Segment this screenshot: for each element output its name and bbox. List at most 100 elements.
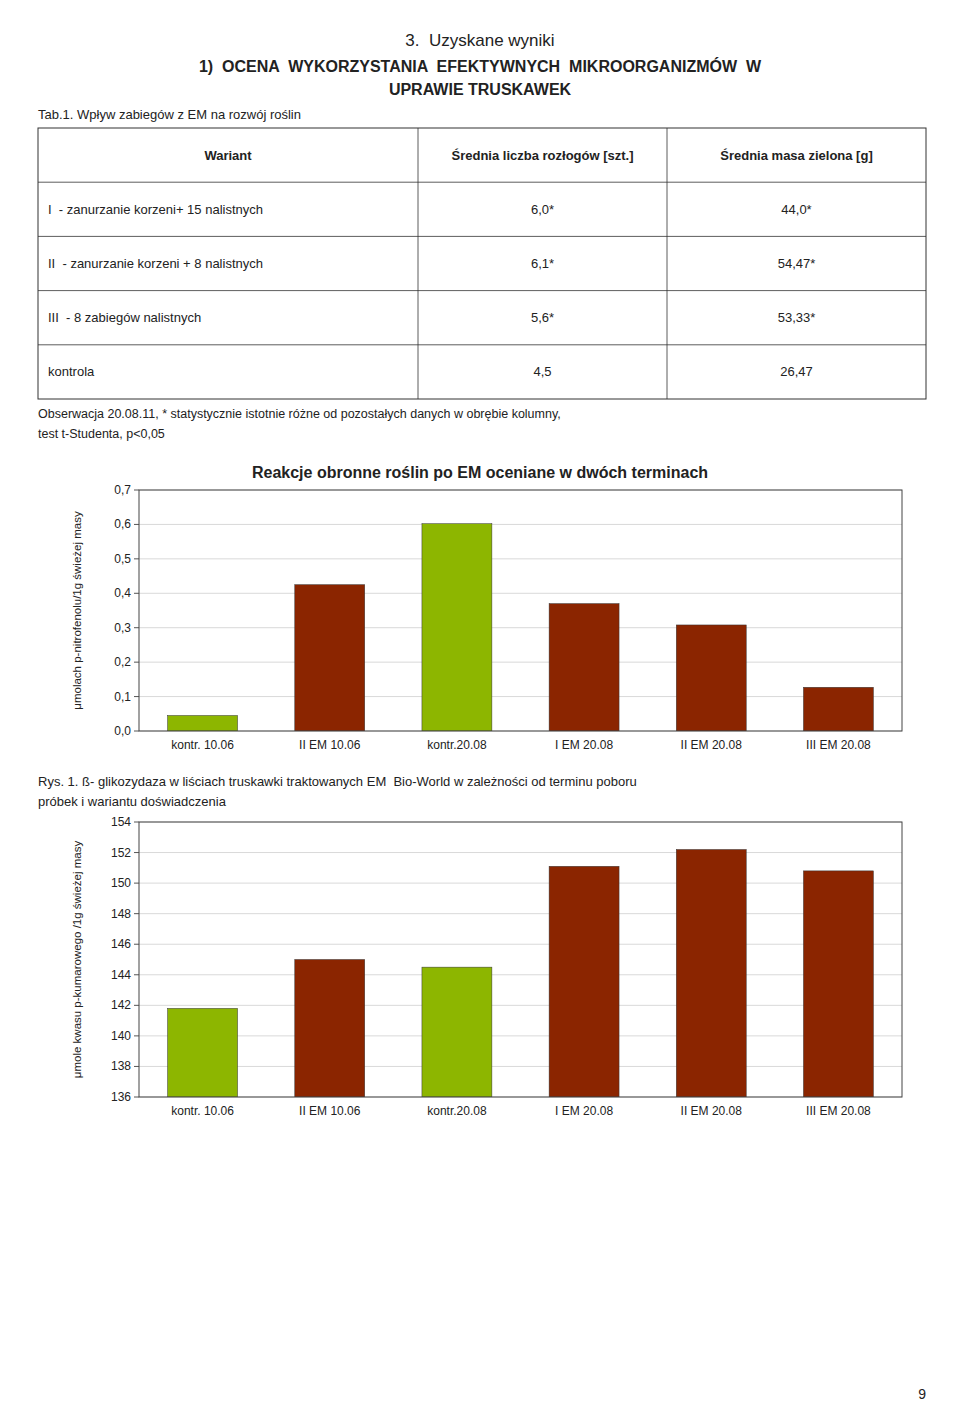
grid-line xyxy=(139,662,902,663)
x-tick-label: kontr. 10.06 xyxy=(171,738,234,752)
y-tick-label: 0,4 xyxy=(114,586,131,600)
section-title: 3. Uzyskane wyniki xyxy=(405,31,554,50)
table-cell: 6,0* xyxy=(531,202,554,217)
table-cell: 4,5 xyxy=(533,364,551,379)
table-rule xyxy=(38,290,926,291)
y-tick xyxy=(134,627,139,628)
table-border xyxy=(38,128,926,399)
y-tick-label: 152 xyxy=(111,846,131,860)
table: Wariant Średnia liczba rozłogów [szt.] Śre… xyxy=(38,128,926,399)
table-caption: Tab.1. Wpływ zabiegów z EM na rozwój roś… xyxy=(38,107,301,122)
grid-line xyxy=(139,593,902,594)
table-cell: 54,47* xyxy=(778,256,816,271)
table-cell: III - 8 zabiegów nalistnych xyxy=(48,310,201,325)
y-tick-label: 150 xyxy=(111,876,131,890)
bar xyxy=(295,960,365,1098)
table-cell: I - zanurzanie korzeni+ 15 nalistnych xyxy=(48,202,263,217)
y-tick xyxy=(134,524,139,525)
table-rule xyxy=(38,182,926,183)
y-tick xyxy=(134,944,139,945)
grid-line xyxy=(139,1005,902,1006)
x-tick-label: II EM 20.08 xyxy=(681,1104,743,1118)
note: Obserwacja 20.08.11, * statystycznie ist… xyxy=(38,407,561,421)
x-tick-label: kontr. 10.06 xyxy=(171,1104,234,1118)
y-tick-label: 0,5 xyxy=(114,552,131,566)
table-header: Wariant xyxy=(204,148,252,163)
table-cell: 26,47 xyxy=(780,364,813,379)
x-tick-label: II EM 10.06 xyxy=(299,738,361,752)
heading: 1) OCENA WYKORZYSTANIA EFEKTYWNYCH MIKRO… xyxy=(199,57,762,75)
y-tick-label: 0,7 xyxy=(114,483,131,497)
y-axis-label: μmole kwasu p-kumarowego /1g świeżej mas… xyxy=(71,841,83,1079)
y-tick-label: 146 xyxy=(111,937,131,951)
y-tick-label: 144 xyxy=(111,968,131,982)
y-tick-label: 140 xyxy=(111,1029,131,1043)
chart-subtitle: próbek i wariantu doświadczenia xyxy=(38,794,227,809)
table-cell: 6,1* xyxy=(531,256,554,271)
y-tick xyxy=(134,974,139,975)
y-tick xyxy=(134,558,139,559)
x-tick-label: kontr.20.08 xyxy=(427,1104,487,1118)
table-rule xyxy=(667,128,668,399)
x-tick-label: kontr.20.08 xyxy=(427,738,487,752)
table-rule xyxy=(38,236,926,237)
y-tick-label: 0,2 xyxy=(114,655,131,669)
grid-line xyxy=(139,883,902,884)
table-header: Średnia liczba rozłogów [szt.] xyxy=(451,148,633,163)
x-tick-label: III EM 20.08 xyxy=(806,738,871,752)
chart: 136138140142144146148150152154kontr. 10.… xyxy=(71,815,902,1118)
bar xyxy=(422,967,492,1097)
table-rule xyxy=(418,128,419,399)
y-tick-label: 148 xyxy=(111,907,131,921)
y-tick xyxy=(134,822,139,823)
bar xyxy=(676,625,746,731)
table-rule xyxy=(38,344,926,345)
bar xyxy=(422,524,492,731)
grid-line xyxy=(139,696,902,697)
y-tick xyxy=(134,662,139,663)
x-tick-label: I EM 20.08 xyxy=(555,738,613,752)
page-number: 9 xyxy=(918,1386,926,1402)
page: 3. Uzyskane wyniki 1) OCENA WYKORZYSTANIA… xyxy=(0,0,960,1425)
grid-line xyxy=(139,524,902,525)
y-tick xyxy=(134,1005,139,1006)
x-tick-label: III EM 20.08 xyxy=(806,1104,871,1118)
note: test t-Studenta, p<0,05 xyxy=(38,427,165,441)
x-tick-label: I EM 20.08 xyxy=(555,1104,613,1118)
grid-line xyxy=(139,558,902,559)
grid-line xyxy=(139,974,902,975)
plot-frame xyxy=(139,490,902,731)
y-tick xyxy=(134,593,139,594)
plot-frame xyxy=(139,822,902,1097)
bar xyxy=(803,687,873,731)
table-header: Średnia masa zielona [g] xyxy=(720,148,872,163)
bar xyxy=(676,850,746,1098)
heading: UPRAWIE TRUSKAWEK xyxy=(389,81,572,98)
chart-title: Rys. 1. ß- glikozydaza w liściach truska… xyxy=(38,774,637,789)
grid-line xyxy=(139,1066,902,1067)
table-cell: 53,33* xyxy=(778,310,816,325)
y-tick xyxy=(134,852,139,853)
grid-line xyxy=(139,627,902,628)
y-axis-label: μmolach p-nitrofenolu/1g świeżej masy xyxy=(71,511,83,710)
table-cell: 5,6* xyxy=(531,310,554,325)
x-tick-label: II EM 10.06 xyxy=(299,1104,361,1118)
bar xyxy=(803,871,873,1097)
y-tick-label: 136 xyxy=(111,1090,131,1104)
table-cell: kontrola xyxy=(48,364,95,379)
y-tick xyxy=(134,883,139,884)
y-tick-label: 154 xyxy=(111,815,131,829)
y-tick xyxy=(134,1066,139,1067)
bar xyxy=(168,1008,238,1097)
bars xyxy=(168,524,874,731)
background xyxy=(0,0,960,1425)
grid-line xyxy=(139,1035,902,1036)
y-tick-label: 0,3 xyxy=(114,621,131,635)
grid-line xyxy=(139,852,902,853)
chart-title: Reakcje obronne roślin po EM oceniane w … xyxy=(252,464,708,481)
y-tick xyxy=(134,731,139,732)
y-tick xyxy=(134,1035,139,1036)
y-tick xyxy=(134,490,139,491)
bar xyxy=(549,866,619,1097)
x-tick-label: II EM 20.08 xyxy=(681,738,743,752)
